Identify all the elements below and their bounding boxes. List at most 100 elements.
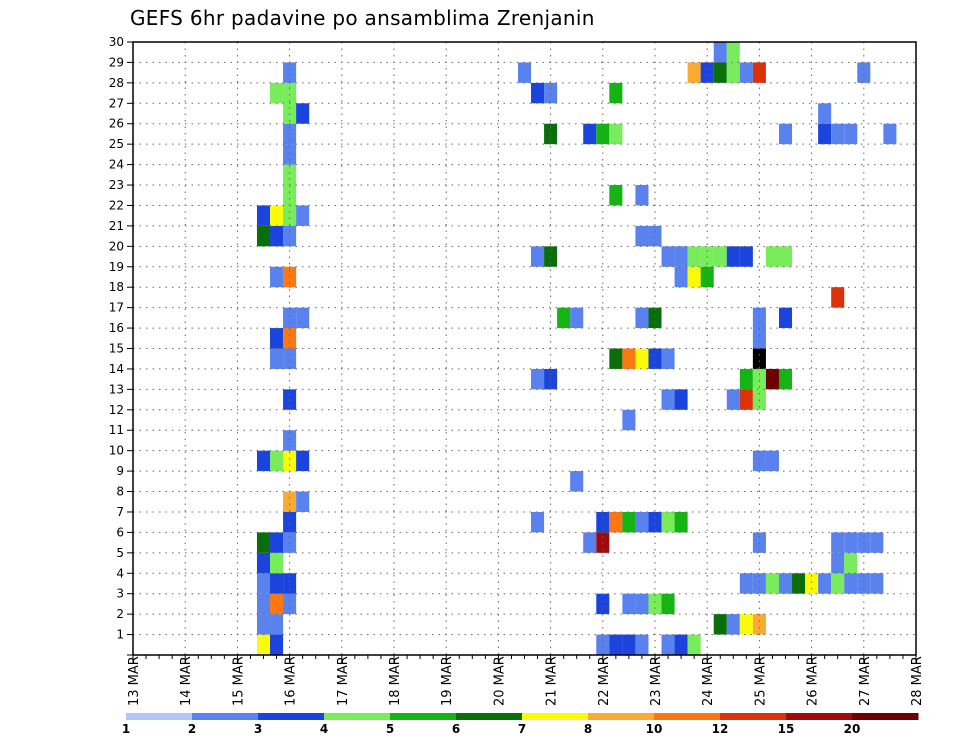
y-tick-label: 27	[109, 96, 124, 110]
y-tick-label: 18	[109, 280, 124, 294]
colorbar-swatch	[192, 713, 259, 720]
heatmap-cell	[635, 593, 649, 615]
heatmap-cell	[622, 634, 636, 655]
x-tick-label: 18 MAR	[388, 656, 403, 706]
heatmap-cell	[283, 593, 297, 615]
y-tick-label: 10	[109, 444, 124, 458]
heatmap-cell	[270, 573, 284, 594]
heatmap-cell	[778, 573, 793, 594]
colorbar-swatch	[654, 713, 721, 720]
y-tick-label: 19	[109, 260, 124, 274]
heatmap-cell	[844, 532, 858, 553]
heatmap-cell	[765, 450, 779, 472]
y-tick-label: 6	[116, 525, 124, 539]
y-tick-label: 1	[116, 628, 124, 642]
heatmap-cell	[687, 266, 701, 288]
heatmap-cell	[622, 593, 636, 615]
heatmap-cell	[713, 614, 727, 635]
heatmap-cell	[270, 225, 284, 247]
heatmap-cell	[283, 450, 297, 472]
heatmap-cell	[270, 205, 284, 226]
x-tick-label: 14 MAR	[179, 656, 194, 706]
heatmap-cell	[283, 62, 297, 83]
heatmap-cell	[270, 348, 284, 369]
colorbar-label: 1	[122, 722, 130, 736]
x-tick-label: 15 MAR	[231, 656, 246, 706]
heatmap-cell	[609, 82, 623, 104]
heatmap-cell	[283, 144, 297, 165]
colorbar-label: 3	[254, 722, 262, 736]
heatmap-cell	[739, 246, 753, 267]
heatmap-cell	[609, 634, 623, 655]
heatmap-cell	[661, 511, 675, 533]
heatmap-cell	[726, 389, 740, 410]
heatmap-cell	[635, 511, 649, 533]
heatmap-cell	[283, 164, 297, 186]
y-tick-label: 21	[109, 219, 124, 233]
x-tick-label: 27 MAR	[858, 656, 873, 706]
heatmap-cell	[531, 511, 545, 533]
heatmap-cell	[283, 225, 297, 247]
heatmap-cell	[283, 491, 297, 512]
x-tick-label: 24 MAR	[701, 656, 716, 706]
y-tick-label: 25	[109, 137, 124, 151]
heatmap-cell	[831, 532, 845, 553]
heatmap-cell	[726, 614, 740, 635]
colorbar-label: 2	[188, 722, 196, 736]
heatmap-cell	[648, 225, 662, 247]
heatmap-cell	[648, 348, 662, 369]
heatmap-cell	[609, 185, 623, 206]
heatmap-cell	[870, 573, 884, 594]
heatmap-cell	[635, 225, 649, 247]
colorbar-swatch	[720, 713, 787, 720]
colorbar-label: 7	[518, 722, 526, 736]
y-tick-label: 16	[109, 321, 124, 335]
heatmap-cell	[270, 328, 284, 349]
heatmap-cell	[778, 123, 793, 145]
colorbar-swatch	[126, 713, 193, 720]
heatmap-cell	[283, 185, 297, 206]
x-tick-label: 26 MAR	[806, 656, 821, 706]
heatmap-cell	[256, 532, 271, 553]
heatmap-cell	[256, 593, 271, 615]
heatmap-cell	[765, 246, 779, 267]
heatmap-cell	[726, 42, 740, 63]
heatmap-cell	[583, 532, 597, 553]
heatmap-cell	[648, 593, 662, 615]
heatmap-cell	[570, 307, 584, 329]
heatmap-cell	[687, 246, 701, 267]
heatmap-cell	[752, 328, 766, 349]
x-tick-label: 21 MAR	[545, 656, 560, 706]
heatmap-cell	[517, 62, 532, 83]
x-tick-label: 16 MAR	[284, 656, 299, 706]
x-tick-label: 23 MAR	[649, 656, 664, 706]
heatmap-cell	[883, 123, 897, 145]
heatmap-cell	[544, 368, 558, 390]
heatmap-cell	[831, 123, 845, 145]
heatmap-cell	[739, 389, 753, 410]
colorbar-label: 4	[320, 722, 328, 736]
heatmap-cell	[296, 491, 310, 512]
colorbar-swatch	[456, 713, 523, 720]
x-tick-label: 28 MAR	[910, 656, 925, 706]
colorbar-swatch	[852, 713, 919, 720]
heatmap-cell	[635, 634, 649, 655]
colorbar-label: 5	[386, 722, 394, 736]
heatmap-cell	[283, 205, 297, 226]
colorbar-label: 20	[844, 722, 861, 736]
heatmap-cell	[557, 307, 571, 329]
heatmap-cell	[661, 389, 675, 410]
y-tick-label: 7	[116, 505, 124, 519]
heatmap-cell	[635, 185, 649, 206]
heatmap-cell	[609, 348, 623, 369]
heatmap-cell	[622, 348, 636, 369]
heatmap-cell	[752, 307, 766, 329]
heatmap-cell	[674, 511, 688, 533]
colorbar-legend: 1 2 3 4 5 6 7 8 10 12 15 20	[122, 713, 919, 736]
heatmap-cell	[831, 573, 845, 594]
colorbar-swatch	[522, 713, 589, 720]
y-tick-label: 8	[116, 485, 124, 499]
heatmap-cell	[531, 246, 545, 267]
y-tick-label: 9	[116, 464, 124, 478]
heatmap-cell	[661, 634, 675, 655]
